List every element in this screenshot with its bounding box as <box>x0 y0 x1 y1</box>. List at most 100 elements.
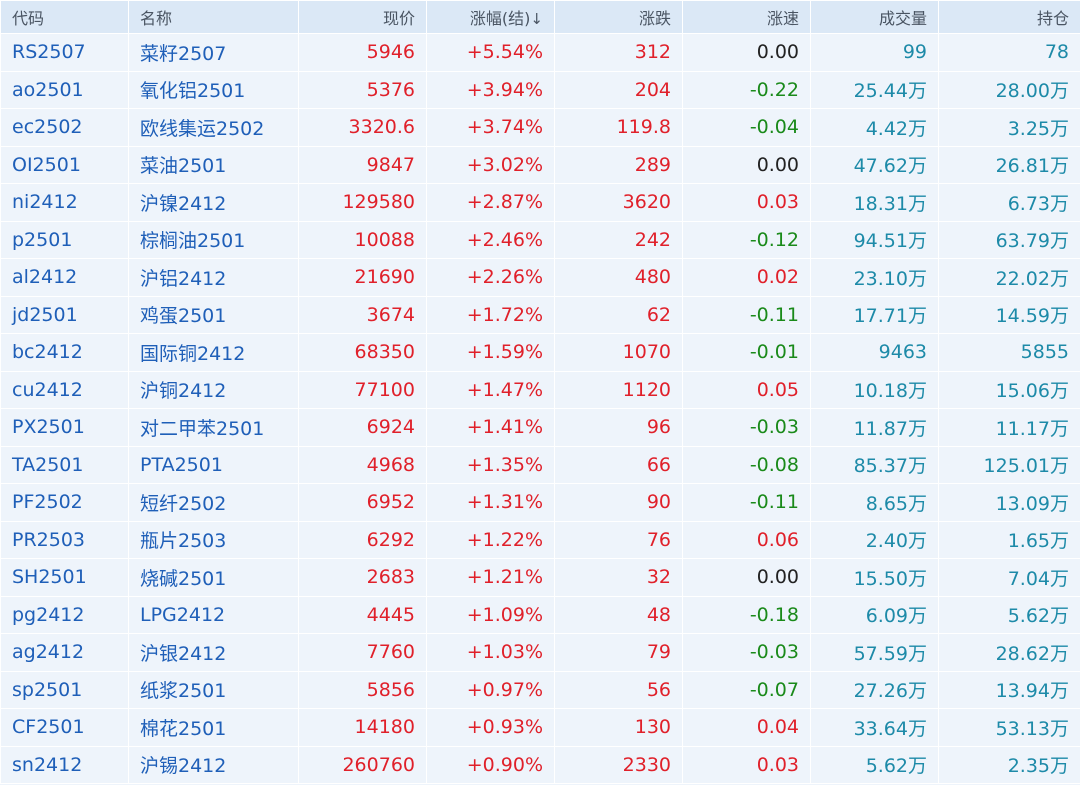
header-change-pct-label: 涨幅(结) <box>469 9 531 28</box>
cell-name: 烧碱2501 <box>128 558 299 597</box>
cell-price: 3320.6 <box>298 108 427 147</box>
cell-change-pct: +1.35% <box>426 445 555 484</box>
cell-volume: 18.31万 <box>810 183 939 222</box>
cell-open-interest: 78 <box>938 33 1080 72</box>
cell-change-amt: 242 <box>554 220 683 259</box>
cell-code: OI2501 <box>0 145 129 184</box>
header-price[interactable]: 现价 <box>298 0 427 34</box>
cell-price: 4968 <box>298 445 427 484</box>
table-row[interactable]: ni2412 沪镍2412 129580 +2.87% 3620 0.03 18.31万 6.… <box>0 183 1080 222</box>
cell-price: 129580 <box>298 183 427 222</box>
table-row[interactable]: PR2503 瓶片2503 6292 +1.22% 76 0.06 2.40万 1.65万 <box>0 520 1080 559</box>
cell-speed: 0.00 <box>682 33 811 72</box>
cell-change-pct: +1.21% <box>426 558 555 597</box>
header-code[interactable]: 代码 <box>0 0 129 34</box>
cell-open-interest: 28.62万 <box>938 633 1080 672</box>
cell-price: 7760 <box>298 633 427 672</box>
table-row[interactable]: TA2501 PTA2501 4968 +1.35% 66 -0.08 85.37万 125.… <box>0 445 1080 484</box>
cell-name: 纸浆2501 <box>128 670 299 709</box>
cell-open-interest: 7.04万 <box>938 558 1080 597</box>
header-name[interactable]: 名称 <box>128 0 299 34</box>
cell-speed: -0.07 <box>682 670 811 709</box>
cell-name: 短纤2502 <box>128 483 299 522</box>
cell-open-interest: 1.65万 <box>938 520 1080 559</box>
cell-price: 5376 <box>298 70 427 109</box>
cell-speed: 0.04 <box>682 708 811 747</box>
header-speed[interactable]: 涨速 <box>682 0 811 34</box>
cell-code: ec2502 <box>0 108 129 147</box>
cell-change-amt: 1070 <box>554 333 683 372</box>
table-row[interactable]: pg2412 LPG2412 4445 +1.09% 48 -0.18 6.09万 5.62万 <box>0 595 1080 634</box>
cell-volume: 25.44万 <box>810 70 939 109</box>
cell-speed: 0.03 <box>682 183 811 222</box>
table-row[interactable]: OI2501 菜油2501 9847 +3.02% 289 0.00 47.62万 26.81… <box>0 145 1080 184</box>
header-change-pct[interactable]: 涨幅(结)↓ <box>426 0 555 34</box>
table-row[interactable]: ao2501 氧化铝2501 5376 +3.94% 204 -0.22 25.44万 28.… <box>0 70 1080 109</box>
table-row[interactable]: CF2501 棉花2501 14180 +0.93% 130 0.04 33.64万 53.1… <box>0 708 1080 747</box>
table-row[interactable]: ag2412 沪银2412 7760 +1.03% 79 -0.03 57.59万 28.62… <box>0 633 1080 672</box>
cell-name: 沪镍2412 <box>128 183 299 222</box>
cell-open-interest: 26.81万 <box>938 145 1080 184</box>
cell-change-pct: +2.87% <box>426 183 555 222</box>
cell-code: ag2412 <box>0 633 129 672</box>
cell-volume: 99 <box>810 33 939 72</box>
table-row[interactable]: p2501 棕榈油2501 10088 +2.46% 242 -0.12 94.51万 63.… <box>0 220 1080 259</box>
cell-name: 沪铝2412 <box>128 258 299 297</box>
cell-change-amt: 90 <box>554 483 683 522</box>
header-open-interest[interactable]: 持仓 <box>938 0 1080 34</box>
cell-change-pct: +1.59% <box>426 333 555 372</box>
cell-speed: 0.05 <box>682 370 811 409</box>
cell-code: PR2503 <box>0 520 129 559</box>
cell-speed: -0.11 <box>682 295 811 334</box>
cell-speed: 0.03 <box>682 745 811 784</box>
cell-change-pct: +2.46% <box>426 220 555 259</box>
header-row: 代码 名称 现价 涨幅(结)↓ 涨跌 涨速 成交量 持仓 <box>0 0 1080 34</box>
cell-name: 对二甲苯2501 <box>128 408 299 447</box>
cell-price: 4445 <box>298 595 427 634</box>
cell-change-amt: 1120 <box>554 370 683 409</box>
cell-code: ni2412 <box>0 183 129 222</box>
cell-speed: 0.00 <box>682 145 811 184</box>
cell-volume: 15.50万 <box>810 558 939 597</box>
table-row[interactable]: PX2501 对二甲苯2501 6924 +1.41% 96 -0.03 11.87万 11.… <box>0 408 1080 447</box>
table-row[interactable]: cu2412 沪铜2412 77100 +1.47% 1120 0.05 10.18万 15.… <box>0 370 1080 409</box>
cell-volume: 94.51万 <box>810 220 939 259</box>
cell-change-amt: 130 <box>554 708 683 747</box>
cell-speed: -0.03 <box>682 633 811 672</box>
cell-change-pct: +1.72% <box>426 295 555 334</box>
table-row[interactable]: RS2507 菜籽2507 5946 +5.54% 312 0.00 99 78 <box>0 33 1080 72</box>
cell-volume: 17.71万 <box>810 295 939 334</box>
cell-change-pct: +0.93% <box>426 708 555 747</box>
table-row[interactable]: sp2501 纸浆2501 5856 +0.97% 56 -0.07 27.26万 13.94… <box>0 670 1080 709</box>
cell-volume: 4.42万 <box>810 108 939 147</box>
cell-change-pct: +5.54% <box>426 33 555 72</box>
cell-name: 氧化铝2501 <box>128 70 299 109</box>
table-row[interactable]: bc2412 国际铜2412 68350 +1.59% 1070 -0.01 9463 585… <box>0 333 1080 372</box>
cell-name: 菜籽2507 <box>128 33 299 72</box>
table-row[interactable]: sn2412 沪锡2412 260760 +0.90% 2330 0.03 5.62万 2.3… <box>0 745 1080 784</box>
cell-open-interest: 2.35万 <box>938 745 1080 784</box>
table-row[interactable]: ec2502 欧线集运2502 3320.6 +3.74% 119.8 -0.04 4.42… <box>0 108 1080 147</box>
cell-price: 21690 <box>298 258 427 297</box>
cell-code: ao2501 <box>0 70 129 109</box>
cell-open-interest: 13.94万 <box>938 670 1080 709</box>
table-row[interactable]: al2412 沪铝2412 21690 +2.26% 480 0.02 23.10万 22.0… <box>0 258 1080 297</box>
cell-speed: -0.04 <box>682 108 811 147</box>
cell-change-amt: 62 <box>554 295 683 334</box>
table-row[interactable]: jd2501 鸡蛋2501 3674 +1.72% 62 -0.11 17.71万 14.59… <box>0 295 1080 334</box>
cell-change-pct: +1.09% <box>426 595 555 634</box>
cell-code: jd2501 <box>0 295 129 334</box>
cell-name: LPG2412 <box>128 595 299 634</box>
cell-price: 3674 <box>298 295 427 334</box>
cell-volume: 57.59万 <box>810 633 939 672</box>
cell-change-pct: +3.02% <box>426 145 555 184</box>
table-row[interactable]: SH2501 烧碱2501 2683 +1.21% 32 0.00 15.50万 7.04万 <box>0 558 1080 597</box>
header-change-amt[interactable]: 涨跌 <box>554 0 683 34</box>
cell-open-interest: 6.73万 <box>938 183 1080 222</box>
header-volume[interactable]: 成交量 <box>810 0 939 34</box>
cell-change-amt: 79 <box>554 633 683 672</box>
cell-change-amt: 3620 <box>554 183 683 222</box>
table-row[interactable]: PF2502 短纤2502 6952 +1.31% 90 -0.11 8.65万 13.09万 <box>0 483 1080 522</box>
cell-open-interest: 13.09万 <box>938 483 1080 522</box>
cell-speed: -0.03 <box>682 408 811 447</box>
